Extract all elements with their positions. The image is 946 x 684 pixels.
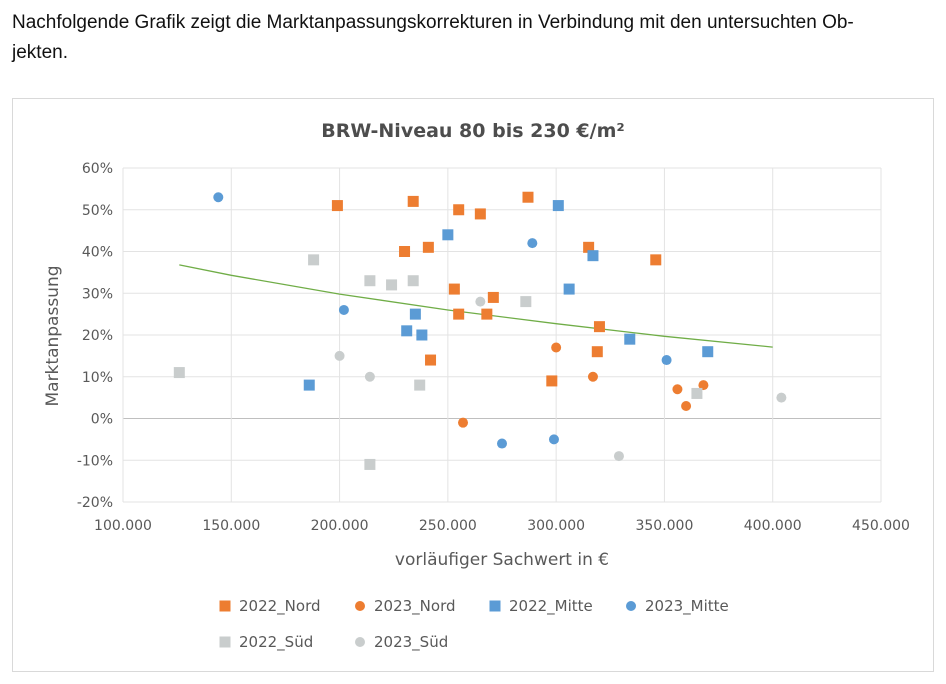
- point-2022-sued: [364, 275, 376, 287]
- point-2022-nord: [487, 291, 499, 303]
- point-2022-sued: [520, 296, 532, 308]
- point-2022-nord: [522, 191, 534, 203]
- y-tick-label: -20%: [77, 495, 113, 511]
- point-2022-nord: [481, 308, 493, 320]
- x-tick-label: 250.000: [419, 518, 477, 534]
- point-2023-sued: [613, 451, 624, 462]
- point-2022-mitte: [552, 200, 564, 212]
- point-2023-nord: [458, 417, 469, 428]
- y-tick-label: 30%: [82, 286, 113, 302]
- point-2022-mitte: [624, 333, 636, 345]
- point-2023-sued: [475, 296, 486, 307]
- point-2023-mitte: [213, 192, 224, 203]
- point-2023-mitte: [527, 238, 538, 249]
- point-2022-nord: [448, 283, 460, 295]
- point-2022-sued: [308, 254, 320, 266]
- x-axis-ticks: 100.000 150.000 200.000 250.000 300.000 350.0…: [94, 518, 910, 534]
- y-tick-label: 0%: [91, 412, 113, 428]
- intro-line-1: Nachfolgende Grafik zeigt die Marktanpas…: [12, 12, 854, 33]
- point-2022-mitte: [409, 308, 421, 320]
- gridlines: [122, 167, 882, 503]
- point-2023-mitte: [497, 438, 507, 449]
- chart-frame: BRW-Niveau 80 bis 230 €/m² -20% -10% 0% 10%…: [12, 98, 934, 672]
- point-2022-nord: [650, 254, 662, 266]
- x-tick-label: 200.000: [311, 518, 369, 534]
- x-tick-label: 300.000: [527, 518, 585, 534]
- x-tick-label: 450.000: [852, 518, 910, 534]
- point-2023-nord: [587, 371, 598, 382]
- x-tick-label: 400.000: [744, 518, 802, 534]
- trendline-group: [179, 264, 773, 348]
- point-2023-nord: [681, 400, 692, 411]
- point-2022-sued: [173, 367, 185, 379]
- point-2023-nord: [672, 384, 683, 395]
- trendline: [179, 264, 773, 348]
- point-2022-nord: [425, 354, 437, 366]
- point-2022-nord: [422, 241, 434, 253]
- legend-label-2023-nord: 2023_Nord: [374, 597, 456, 616]
- point-2023-mitte: [338, 304, 349, 315]
- x-tick-label: 150.000: [202, 518, 260, 534]
- point-2022-sued: [414, 379, 426, 391]
- legend-label-2022-mitte: 2022_Mitte: [509, 597, 593, 616]
- point-2022-sued: [407, 275, 419, 287]
- y-tick-label: 60%: [82, 161, 113, 177]
- y-tick-label: 50%: [82, 203, 113, 219]
- point-2023-mitte: [548, 434, 559, 445]
- point-2023-sued: [334, 350, 345, 361]
- point-2023-mitte: [661, 355, 672, 366]
- x-tick-label: 100.000: [94, 518, 152, 534]
- y-tick-label: 40%: [82, 245, 113, 261]
- point-2022-nord: [331, 200, 343, 212]
- legend-marker-2022-sued: [219, 636, 231, 648]
- point-2022-mitte: [563, 283, 575, 295]
- point-2022-nord: [399, 246, 411, 257]
- point-2022-mitte: [587, 250, 599, 262]
- point-2022-nord: [546, 375, 558, 387]
- legend: 2022_Nord 2023_Nord 2022_Mitte 2023_Mitte 20…: [219, 597, 729, 652]
- point-2022-nord: [474, 208, 486, 220]
- point-2022-nord: [453, 204, 465, 216]
- scatter-chart: BRW-Niveau 80 bis 230 €/m² -20% -10% 0% 10%…: [43, 120, 910, 652]
- legend-label-2022-nord: 2022_Nord: [239, 597, 321, 616]
- y-tick-label: 10%: [82, 370, 113, 386]
- x-tick-label: 350.000: [635, 518, 693, 534]
- intro-text: Nachfolgende Grafik zeigt die Marktanpas…: [12, 8, 932, 68]
- point-2022-mitte: [442, 229, 454, 241]
- legend-marker-2023-mitte: [626, 601, 636, 611]
- chart-title: BRW-Niveau 80 bis 230 €/m²: [321, 120, 624, 142]
- intro-line-2: jekten.: [12, 42, 68, 63]
- legend-marker-2023-sued: [355, 637, 365, 647]
- legend-marker-2023-nord: [355, 601, 365, 611]
- point-2023-nord: [698, 380, 709, 391]
- legend-marker-2022-mitte: [489, 600, 501, 612]
- point-2022-nord: [593, 321, 605, 333]
- point-2022-sued: [691, 387, 703, 399]
- point-2022-mitte: [303, 379, 315, 391]
- point-2022-mitte: [416, 329, 428, 341]
- point-2022-nord: [583, 241, 595, 253]
- x-axis-label: vorläufiger Sachwert in €: [395, 550, 609, 570]
- y-axis-ticks: -20% -10% 0% 10% 20% 30% 40% 50% 60%: [77, 161, 113, 511]
- point-2022-mitte: [702, 346, 714, 358]
- legend-marker-2022-nord: [219, 600, 231, 612]
- y-tick-label: 20%: [82, 328, 113, 344]
- point-2023-sued: [776, 392, 787, 403]
- point-2022-nord: [407, 195, 419, 207]
- point-2022-mitte: [401, 325, 413, 337]
- y-axis-label: Marktanpassung: [43, 265, 63, 406]
- data-points: [173, 191, 787, 470]
- point-2022-nord: [453, 308, 465, 320]
- y-tick-label: -10%: [77, 453, 113, 469]
- point-2023-sued: [364, 371, 375, 382]
- point-2022-nord: [591, 346, 603, 358]
- point-2023-nord: [551, 342, 562, 353]
- point-2022-sued: [386, 279, 398, 291]
- legend-label-2023-mitte: 2023_Mitte: [645, 597, 729, 616]
- legend-label-2022-sued: 2022_Süd: [239, 633, 313, 652]
- point-2022-sued: [364, 458, 376, 470]
- legend-label-2023-sued: 2023_Süd: [374, 633, 448, 652]
